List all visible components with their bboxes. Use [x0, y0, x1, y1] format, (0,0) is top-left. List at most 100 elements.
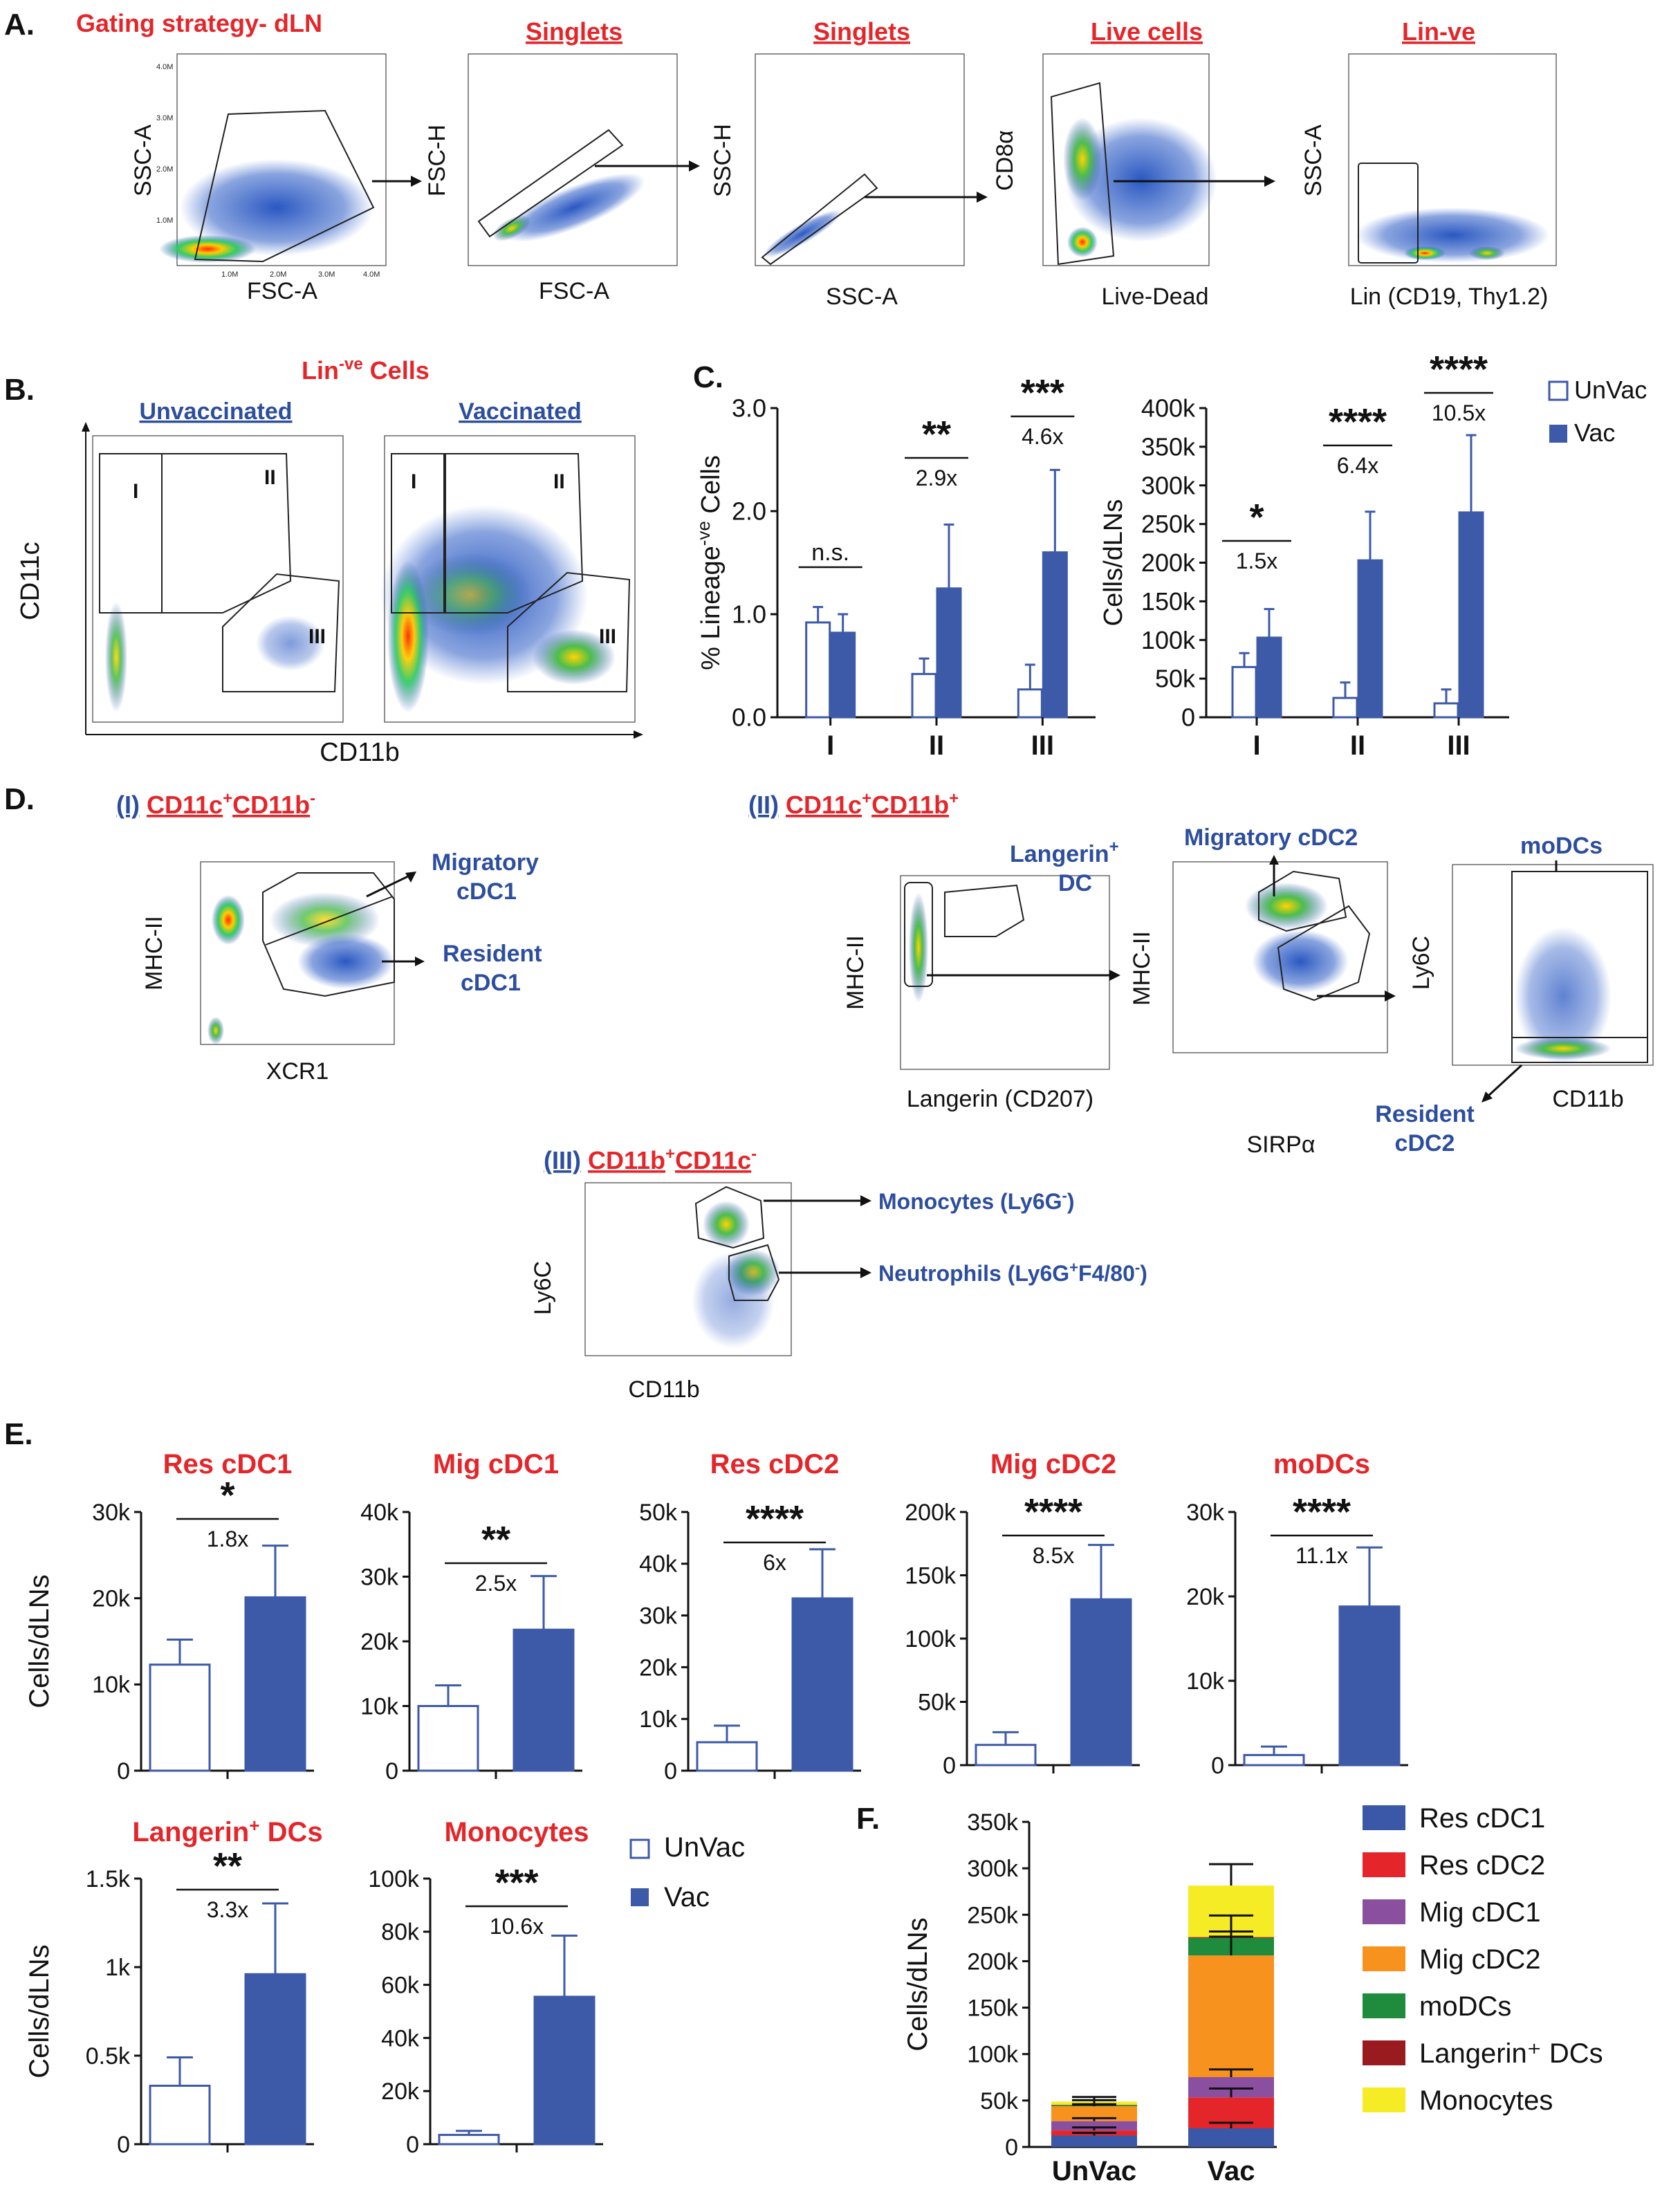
chart-e-modcs: 0 10k 20k 30k moDCs **** 11.1x	[1186, 1449, 1408, 1779]
significance-stars: ***	[1021, 372, 1064, 414]
x-tick-label: UnVac	[1052, 2156, 1136, 2185]
d-iii-title: (III) CD11b+CD11c-	[544, 1145, 757, 1174]
y-tick-label: 10k	[360, 1693, 399, 1720]
d-i-arrow-mig-head	[405, 872, 416, 883]
y-tick-label: 50k	[918, 1689, 957, 1715]
y-tick-label: 0	[117, 1758, 130, 1785]
chart-e-res-cdc1: 0 10k 20k 30k Cells/dLNs Res cDC1* 1.8x	[24, 1449, 314, 1785]
chart-e-mig-cdc1: 0 10k 20k 30k 40k Mig cDC1 ** 2.5x	[360, 1449, 582, 1785]
b-vac-gate-ii: II	[553, 470, 565, 493]
y-tick-label: 1.5k	[86, 1866, 131, 1892]
fold-change-label: 3.3x	[207, 1897, 248, 1922]
d-i-plot: XCR1 MHC-II	[141, 861, 395, 1085]
significance-stars: ****	[1329, 401, 1387, 443]
y-tick-label: 200k	[967, 1948, 1019, 1975]
legend-swatch	[1363, 1993, 1405, 2018]
x-tick-label: II	[1350, 730, 1365, 761]
y-tick-label: 350k	[1141, 432, 1196, 461]
legend-swatch	[1363, 2040, 1405, 2065]
y-tick-label: 40k	[381, 2025, 420, 2052]
panel-label-a: A.	[4, 8, 35, 42]
y-tick-label: 30k	[92, 1500, 131, 1526]
b-gate-ii: II	[264, 466, 276, 489]
panel-label-f: F.	[856, 1802, 880, 1836]
a4-xlabel: Live-Dead	[1102, 284, 1209, 310]
legend-label: Res cDC2	[1419, 1850, 1545, 1881]
panel-label-e: E.	[4, 1417, 33, 1451]
bar-unvac	[1231, 665, 1257, 719]
stack-segment	[1188, 2128, 1274, 2147]
y-tick-label: 30k	[639, 1603, 678, 1630]
d-iii-neutrophils: Neutrophils (Ly6G+F4/80-)	[878, 1259, 1147, 1286]
y-tick-label: 1k	[105, 1955, 131, 1981]
y-tick-label: 20k	[639, 1654, 678, 1681]
a-arrow-3-head	[977, 192, 988, 203]
b-ylabel: CD11c	[16, 542, 45, 620]
a1-xtick: 2.0M	[270, 270, 286, 279]
bar-unvac	[696, 1741, 758, 1772]
b-plot-vac: I II III	[380, 435, 636, 723]
significance-stars: ****	[746, 1498, 804, 1540]
bar-vac	[1070, 1598, 1132, 1767]
y-tick-label: 100k	[967, 2042, 1019, 2068]
y-axis-label: Cells/dLNs	[1099, 499, 1128, 627]
bar-vac	[1338, 1605, 1401, 1767]
significance-stars: ****	[1430, 349, 1488, 390]
a5-title: Lin-ve	[1402, 17, 1475, 46]
c-legend-vac-swatch	[1549, 425, 1567, 443]
d-ii-p3-ylabel: Ly6C	[1408, 936, 1434, 990]
fold-change-label: 1.5x	[1236, 548, 1277, 573]
significance-stars: *	[220, 1475, 234, 1516]
bar-unvac	[911, 672, 937, 719]
chart-f-stacked: 0 50k 100k 150k 200k 250k 300k 350k Cells/dLNs Un…	[903, 1809, 1277, 2185]
c-legend-vac: Vac	[1574, 418, 1615, 447]
x-tick-label: Vac	[1208, 2156, 1255, 2185]
d-ii-p2-ylabel: MHC-II	[1129, 931, 1155, 1006]
y-tick-label: 60k	[381, 1973, 420, 1999]
x-tick-label: II	[929, 730, 944, 761]
panel-a-title: Gating strategy- dLN	[76, 9, 322, 37]
d-ii-arrow-2-head	[1385, 990, 1396, 1002]
d-i-res-l2: cDC1	[461, 970, 521, 996]
bar-vac	[1357, 559, 1383, 719]
chart-title: moDCs	[1273, 1449, 1370, 1479]
significance-stars: ****	[1024, 1491, 1082, 1533]
y-tick-label: 1.0	[732, 600, 766, 629]
y-axis-label: Cells/dLNs	[24, 1574, 55, 1708]
bar-vac	[830, 631, 856, 719]
d-iii-ylabel: Ly6C	[530, 1261, 556, 1315]
fold-change-label: 1.8x	[207, 1527, 248, 1551]
bar-vac	[1458, 511, 1484, 719]
y-tick-label: 10k	[1186, 1668, 1225, 1695]
chart-e-monocytes: 0 20k 40k 60k 80k 100k Monocytes *** 10.6x	[368, 1817, 603, 2158]
d-ii-arrow-res-head	[1481, 1091, 1493, 1103]
significance-stars: **	[922, 414, 951, 455]
b-unvac-label: Unvaccinated	[139, 398, 292, 425]
bar-vac	[936, 587, 962, 719]
bar-vac	[533, 1995, 596, 2146]
y-tick-label: 0.5k	[86, 2043, 131, 2069]
y-tick-label: 80k	[381, 1919, 420, 1946]
d-ii-plot-sirpa: SIRPα MHC-II	[1129, 861, 1388, 1158]
d-i-title: (I) CD11c+CD11b-	[116, 789, 315, 819]
a4-ylabel: CD8α	[992, 130, 1018, 191]
y-tick-label: 0	[1005, 2135, 1018, 2161]
x-tick-label: I	[1253, 730, 1260, 761]
y-tick-label: 400k	[1141, 394, 1196, 423]
fold-change-label: 6.4x	[1337, 453, 1378, 478]
stack-segment	[1188, 1955, 1274, 2078]
fold-change-label: 4.6x	[1022, 424, 1063, 449]
d-i-mig-l1: Migratory	[432, 849, 539, 876]
y-tick-label: 30k	[360, 1564, 399, 1590]
y-tick-label: 40k	[360, 1500, 399, 1526]
bar-vac	[513, 1628, 575, 1772]
e-legend-unvac-swatch	[629, 1838, 650, 1859]
x-tick-label: III	[1031, 730, 1054, 761]
bar-unvac	[438, 2134, 500, 2146]
c-legend: UnVac Vac	[1548, 376, 1647, 447]
panel-b-title: Lin-ve Cells	[302, 355, 430, 385]
y-tick-label: 250k	[967, 1902, 1019, 1928]
bar-unvac	[149, 1663, 211, 1772]
chart-title: Res cDC1	[163, 1449, 293, 1479]
